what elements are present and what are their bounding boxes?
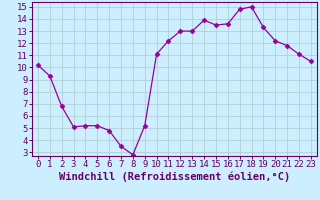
X-axis label: Windchill (Refroidissement éolien,°C): Windchill (Refroidissement éolien,°C) <box>59 172 290 182</box>
